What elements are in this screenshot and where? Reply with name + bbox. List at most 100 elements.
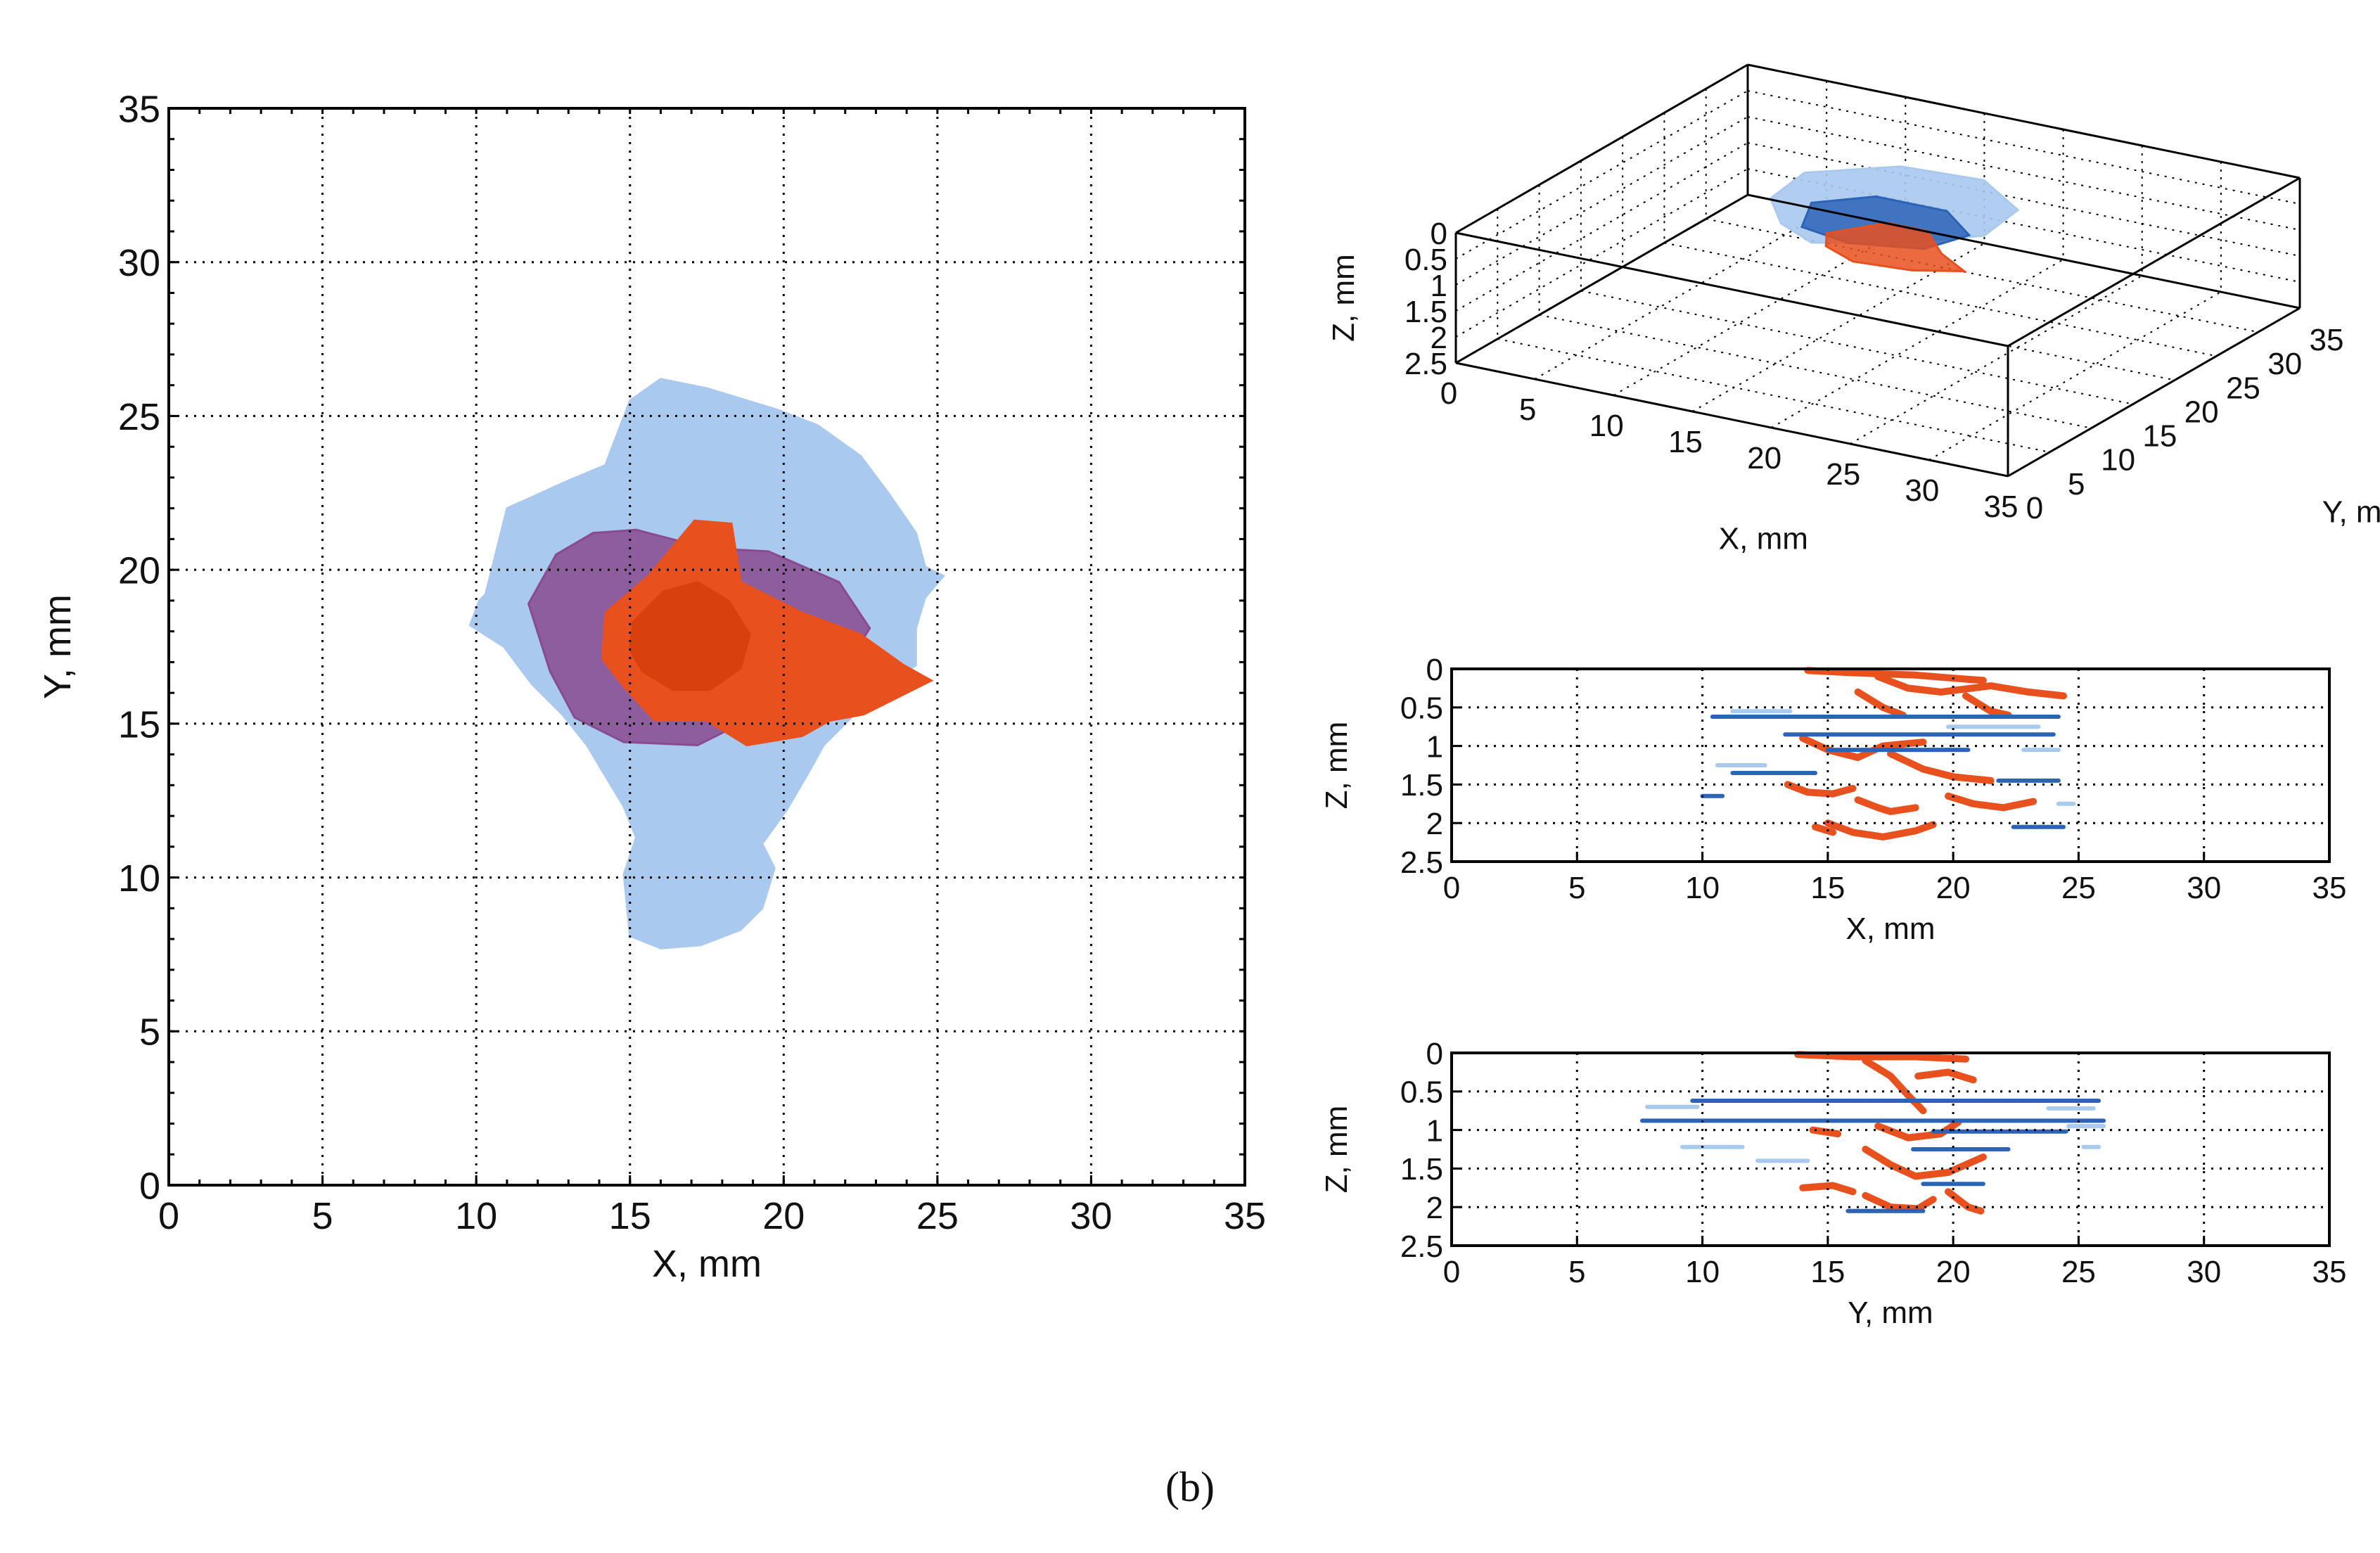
z-tick-label: 0 xyxy=(1431,217,1447,251)
box-edge-top xyxy=(1747,63,2301,179)
grid-lines xyxy=(1452,669,2329,862)
damage-stroke-orange xyxy=(1799,734,1927,761)
grid-backwall-z xyxy=(1747,90,2301,205)
z-tick-label: 2 xyxy=(1431,321,1447,355)
x-tick-label: 20 xyxy=(1936,871,1971,905)
y-tick-label: 10 xyxy=(2101,443,2135,478)
grid-lines xyxy=(1452,1053,2329,1246)
x-tick-label: 5 xyxy=(1568,871,1585,905)
x-tick-label: 15 xyxy=(1810,871,1845,905)
grid-floor-y xyxy=(1580,290,2134,405)
x-tick-label: 35 xyxy=(1224,1195,1266,1237)
damage-stroke-orange xyxy=(1799,1182,1857,1196)
y-tick-label: 2 xyxy=(1426,807,1443,841)
grid-floor-y xyxy=(1664,242,2217,357)
x-tick-label: 35 xyxy=(2312,871,2347,905)
y-tick-label: 20 xyxy=(2184,395,2219,429)
damage-stroke-orange xyxy=(1874,673,2067,700)
grid-floor-x xyxy=(1534,210,1827,380)
damage-stroke-orange xyxy=(1854,688,1907,719)
box-edge-bottom xyxy=(1747,193,2301,309)
x-tick-label: 35 xyxy=(2312,1255,2347,1289)
y-axis-label: Z, mm xyxy=(1319,1106,1354,1194)
damage-stroke-orange xyxy=(1824,819,1937,841)
box-edge-top xyxy=(1455,63,1748,234)
y-tick-label: 5 xyxy=(139,1011,160,1054)
damage-stroke-orange xyxy=(1812,823,1836,836)
y-tick-label: 1 xyxy=(1426,1113,1443,1148)
y-tick-label: 30 xyxy=(118,242,160,284)
x-tick-label: 25 xyxy=(2061,871,2096,905)
y-tick-label: 0 xyxy=(2026,491,2043,525)
x-tick-label: 15 xyxy=(609,1195,651,1237)
y-tick-label: 0 xyxy=(1426,1037,1443,1071)
y-tick-label: 1.5 xyxy=(1400,1152,1443,1187)
x-tick-label: 5 xyxy=(1519,392,1536,427)
box-edge-top xyxy=(2007,177,2301,347)
grid-floor-x xyxy=(1613,226,1906,396)
grid-floor-y xyxy=(1497,338,2050,453)
isometric-view-panel: 0 5 10 15 20 25 30 35 0510152025303500.511.522.5… xyxy=(1326,63,2380,556)
damage-stroke-orange xyxy=(1862,1057,1927,1115)
damage-stroke-orange xyxy=(1794,1051,1969,1063)
damage-stroke-orange xyxy=(1809,1126,1842,1138)
x-tick-label: 10 xyxy=(1685,1255,1720,1289)
x-tick-label: 25 xyxy=(1826,457,1860,492)
z-tick-label: 1 xyxy=(1431,269,1447,303)
grid-leftwall-z xyxy=(1455,90,1748,260)
x-tick-label: 35 xyxy=(1984,490,2018,524)
damage-stroke-orange xyxy=(1887,750,1995,784)
grid-leftwall-z xyxy=(1455,142,1748,312)
y-tick-label: 30 xyxy=(2267,347,2302,381)
y-tick-label: 0 xyxy=(1426,653,1443,687)
y-tick-label: 15 xyxy=(118,703,160,746)
x-tick-label: 10 xyxy=(1589,409,1624,443)
plot-data xyxy=(468,378,945,950)
damage-stroke-orange xyxy=(1804,667,1987,684)
x-tick-label: 10 xyxy=(1685,871,1720,905)
x-tick-label: 30 xyxy=(2187,871,2221,905)
grid-backwall-z xyxy=(1747,142,2301,257)
grid-floor-x xyxy=(1928,291,2222,461)
grid-floor-x xyxy=(1850,275,2143,445)
y-tick-label: 10 xyxy=(118,857,160,900)
x-tick-label: 15 xyxy=(1810,1255,1845,1289)
y-axis-label: Z, mm xyxy=(1319,722,1354,810)
grid-floor-x xyxy=(1691,243,1985,412)
yz-projection-panel: 0 5 10 15 20 25 30 35 0 0.51 1.5 2 2.5 Y, mm Z, mm xyxy=(1319,1037,2346,1330)
plot-data xyxy=(1640,1051,2106,1215)
x-axis-label: Y, mm xyxy=(1848,1296,1933,1330)
x-axis-label: X, mm xyxy=(1845,912,1935,946)
x-tick-label: 20 xyxy=(1936,1255,1971,1289)
x-tick-label: 25 xyxy=(916,1195,959,1237)
y-tick-label: 35 xyxy=(118,88,160,130)
y-tick-label: 25 xyxy=(118,396,160,438)
box-edge-bottom xyxy=(1455,362,2009,478)
figure-caption: (b) xyxy=(1165,1464,1215,1510)
x-tick-label: 25 xyxy=(2061,1255,2096,1289)
x-tick-label: 0 xyxy=(1443,1255,1460,1289)
y-tick-label: 25 xyxy=(2226,371,2260,405)
damage-stroke-orange xyxy=(1784,781,1857,798)
box-edge-top xyxy=(1455,231,2009,347)
y-tick-label: 0.5 xyxy=(1400,691,1443,726)
x-tick-label: 0 xyxy=(158,1195,179,1237)
damage-stroke-orange xyxy=(1862,1146,1987,1180)
y-tick-label: 2.5 xyxy=(1400,845,1443,880)
x-tick-label: 30 xyxy=(2187,1255,2221,1289)
x-tick-label: 20 xyxy=(762,1195,805,1237)
y-tick-label: 0 xyxy=(139,1165,160,1207)
z-tick-label: 2.5 xyxy=(1405,347,1447,381)
damage-stroke-orange xyxy=(1914,1068,1977,1084)
x-axis-label: X, mm xyxy=(652,1243,762,1285)
x-tick-label: 15 xyxy=(1668,425,1703,459)
box-edge-bottom xyxy=(1455,193,1748,364)
damage-stroke-orange xyxy=(1962,692,2012,719)
axes-frame xyxy=(167,107,1246,1187)
grid-floor-y xyxy=(1539,314,2092,429)
box-edge-bottom xyxy=(2007,307,2301,478)
grid-backwall-z xyxy=(1747,116,2301,231)
y-tick-label: 5 xyxy=(2068,467,2085,501)
axes-frame xyxy=(1450,667,2331,863)
grid-leftwall-z xyxy=(1455,116,1748,286)
